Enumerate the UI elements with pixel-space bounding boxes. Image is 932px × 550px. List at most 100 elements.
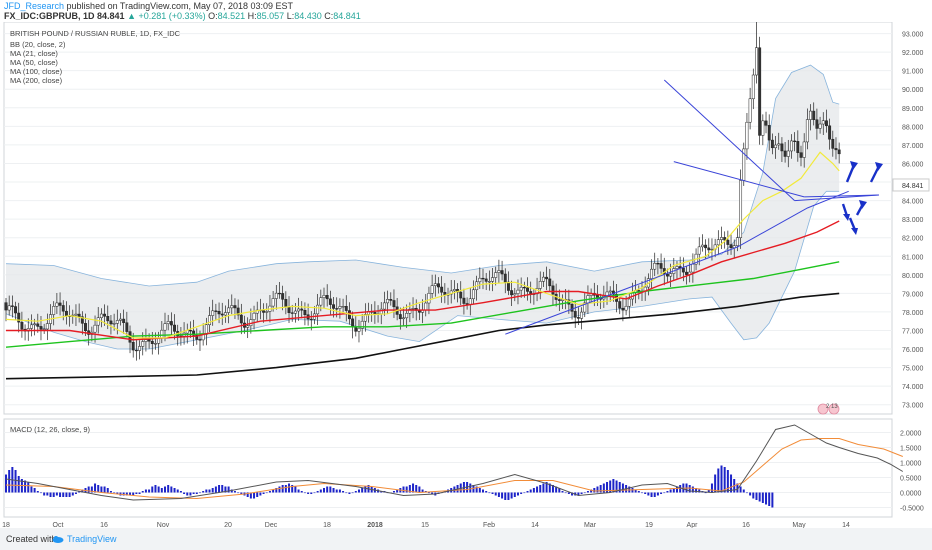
macd-histogram-bar [469,483,472,493]
macd-histogram-bar [151,486,154,493]
candle [274,292,278,299]
price-tick-label: 81.000 [902,254,924,261]
macd-histogram-bar [771,492,774,508]
macd-histogram-bar [408,485,411,493]
price-axis[interactable]: 93.000 92.000 91.000 90.000 89.000 88.000 87.0… [892,32,930,410]
macd-histogram-bar [520,492,523,494]
candle [402,317,405,320]
macd-histogram-bar [272,489,275,493]
candle [510,290,514,296]
candle [538,281,542,289]
macd-histogram-bar [497,492,500,497]
indicator-ma200[interactable]: MA (200, close) [10,76,63,85]
candle [74,313,78,316]
candle [685,271,688,275]
candle [138,346,142,351]
macd-histogram-bar [195,492,198,494]
macd-histogram-bar [354,491,357,493]
indicator-bb[interactable]: BB (20, close, 2) [10,40,66,49]
indicator-ma21[interactable]: MA (21, close) [10,49,58,58]
last-price: 84.841 [97,11,125,21]
macd-histogram-bar [246,492,249,497]
candle [481,277,485,280]
up-triangle-icon: ▲ [127,11,136,21]
macd-histogram-bar [507,492,510,500]
wedge-upper-line[interactable] [663,79,795,201]
candle [45,323,49,330]
macd-histogram-bar [641,492,643,494]
price-chart[interactable]: 93.000 92.000 91.000 90.000 89.000 88.000 87.0… [0,22,932,528]
macd-title[interactable]: MACD (12, 26, close, 9) [10,425,91,434]
macd-histogram-bar [46,492,49,496]
candle [468,298,472,305]
scenario-arrows [841,161,883,235]
candle [160,329,164,339]
macd-histogram-bar [526,491,529,493]
candle [580,311,584,319]
macd-axis[interactable]: 2.0000 1.5000 1.0000 0.5000 0.0000 -0.5000 [900,431,924,513]
tradingview-brand-link[interactable]: TradingView [67,534,117,544]
candle [608,290,612,293]
candle [796,141,800,153]
macd-histogram-bar [567,492,570,494]
macd-histogram-bar [237,492,240,494]
candle [526,287,529,292]
candle [144,339,148,342]
candle [506,281,510,291]
macd-line [5,424,904,501]
price-tick-label: 73.000 [902,403,924,410]
macd-histogram-bar [602,483,605,493]
candle [669,273,673,277]
candle [430,285,434,294]
candle [465,303,469,305]
time-axis[interactable]: 18 Oct 16 Nov 20 Dec 18 2018 15 Feb 14 Mar 19 Apr 16 Ma… [2,522,850,528]
macd-histogram-bar [113,492,116,494]
candle [837,149,841,155]
macd-histogram-bar [135,492,138,494]
time-tick-label: 19 [645,522,653,528]
time-tick-label: Dec [265,522,278,528]
macd-histogram-bar [313,492,316,494]
candle [637,290,641,292]
macd-histogram-bar [513,492,516,497]
event-icon[interactable] [817,403,829,415]
event-icon[interactable] [828,403,840,415]
macd-histogram-bar [275,488,278,493]
candle [223,312,227,316]
macd-histogram-bar [297,489,300,493]
indicator-ma50[interactable]: MA (50, close) [10,58,58,67]
macd-histogram-bar [510,492,513,499]
candle [472,289,475,300]
macd-histogram-bar [144,489,147,493]
macd-histogram-bar [173,488,176,493]
badge-count: 2 13 [826,404,838,410]
candle [659,263,663,269]
macd-histogram-bar [288,483,291,493]
candle [166,321,170,324]
macd-histogram-bar [94,483,97,493]
candle [522,286,526,289]
support-trend-line[interactable] [505,190,849,335]
indicator-ma100[interactable]: MA (100, close) [10,67,63,76]
candle [287,307,291,313]
chart-title: BRITISH POUND / RUSSIAN RUBLE, 1D, FX_ID… [10,29,181,38]
candle [494,272,498,278]
candle [309,318,313,321]
candle [834,148,838,151]
candle [398,314,402,320]
candle [10,305,14,307]
candle [20,321,24,330]
price-tick-label: 78.000 [902,310,924,317]
candle [805,119,809,143]
macd-pane[interactable] [3,418,893,518]
macd-histogram-bar [300,491,303,493]
macd-histogram-bar [27,482,30,493]
price-tick-label: 93.000 [902,32,924,39]
author-link[interactable]: JFD_Research [4,1,65,11]
candle [437,283,440,288]
candle [230,305,234,309]
macd-histogram-bar [221,485,224,493]
wedge-lower-line[interactable] [673,161,805,198]
events-badge[interactable]: 2 13 [817,403,840,415]
macd-histogram-bar [224,486,227,493]
